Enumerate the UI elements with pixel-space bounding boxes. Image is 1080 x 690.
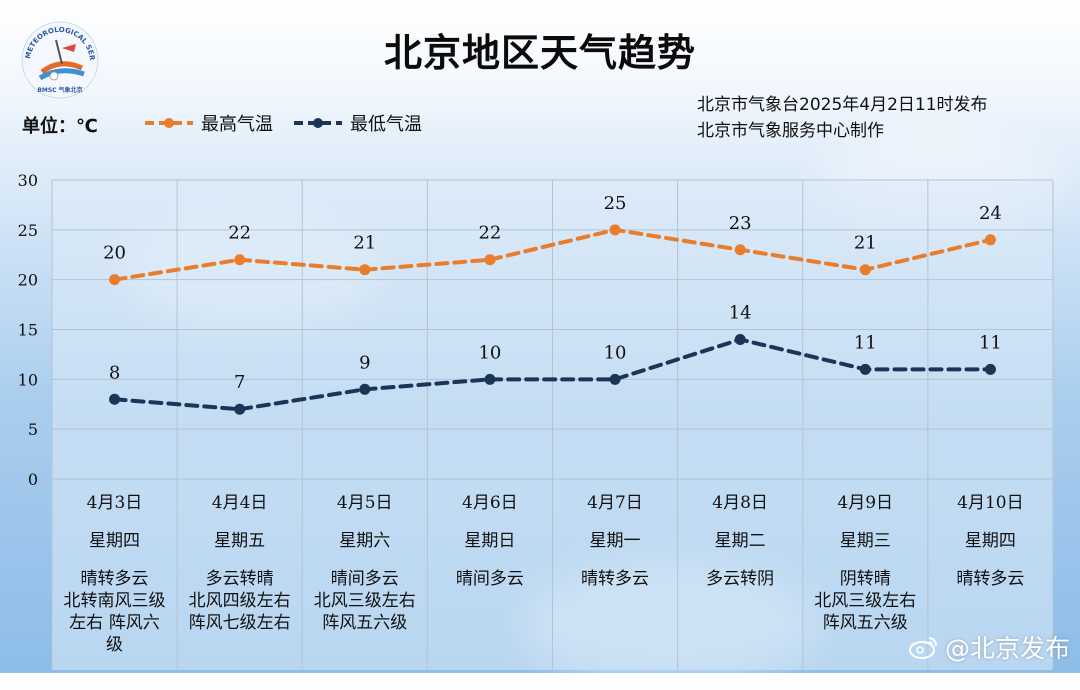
- issuer-info: 北京市气象台2025年4月2日11时发布 北京市气象服务中心制作: [697, 92, 988, 144]
- unit-label: 单位：℃: [22, 116, 98, 137]
- y-tick-label: 0: [28, 470, 38, 489]
- y-tick-label: 20: [18, 271, 38, 290]
- legend-high-swatch: [145, 118, 193, 128]
- high-value-label: 22: [228, 223, 251, 244]
- weather-condition: 晴转多云: [581, 569, 649, 589]
- low-point: [734, 333, 746, 345]
- high-value-label: 22: [478, 223, 501, 244]
- high-point: [359, 264, 371, 276]
- x-tick-weekday: 星期六: [339, 531, 391, 551]
- x-tick-date: 4月6日: [462, 493, 518, 513]
- x-tick-weekday: 星期一: [589, 531, 641, 551]
- low-value-label: 11: [979, 332, 1002, 353]
- weather-condition: 多云转阴: [706, 569, 775, 589]
- y-tick-label: 5: [28, 420, 38, 439]
- low-point: [359, 383, 371, 395]
- weather-condition: 晴间多云: [455, 569, 524, 589]
- x-tick-weekday: 星期二: [714, 531, 766, 551]
- low-point: [234, 403, 246, 415]
- high-point: [234, 254, 246, 266]
- high-point: [984, 234, 996, 246]
- high-value-label: 24: [979, 203, 1002, 224]
- weather-condition: 阴转晴 北风三级左右 阵风五六级: [814, 569, 917, 633]
- x-tick-date: 4月5日: [336, 493, 393, 513]
- x-tick-date: 4月9日: [837, 493, 894, 513]
- weather-condition: 晴转多云 北转南风三级 左右 阵风六级: [63, 569, 166, 655]
- high-point: [484, 254, 496, 266]
- x-tick-weekday: 星期五: [214, 531, 266, 551]
- low-value-label: 11: [854, 332, 877, 353]
- high-point: [859, 264, 871, 276]
- x-tick-date: 4月4日: [211, 493, 268, 513]
- meteorological-service-logo: METEOROLOGICAL SERVICE BMSC 气象北京: [16, 18, 99, 99]
- legend-high-label: 最高气温: [201, 114, 273, 135]
- high-value-label: 25: [604, 193, 627, 214]
- x-tick-date: 4月7日: [587, 493, 643, 513]
- y-tick-label: 15: [18, 321, 38, 340]
- x-tick-weekday: 星期四: [964, 531, 1016, 551]
- low-value-label: 7: [234, 372, 245, 393]
- low-value-label: 9: [359, 352, 370, 373]
- series-low-line: [112, 337, 993, 412]
- low-value-label: 14: [729, 302, 752, 323]
- low-point: [109, 393, 121, 405]
- low-point: [859, 363, 871, 375]
- high-value-label: 23: [729, 213, 752, 234]
- high-value-label: 21: [854, 233, 877, 254]
- weather-condition: 晴间多云 北风三级左右 阵风五六级: [313, 569, 416, 633]
- high-value-label: 21: [353, 233, 376, 254]
- low-point: [484, 373, 496, 385]
- legend-high: 最高气温: [143, 110, 273, 136]
- high-point: [609, 224, 621, 236]
- issuer-line-1: 北京市气象台2025年4月2日11时发布: [697, 95, 988, 115]
- issuer-line-2: 北京市气象服务中心制作: [697, 121, 884, 141]
- x-tick-weekday: 星期四: [89, 531, 140, 551]
- x-tick-date: 4月10日: [957, 493, 1024, 513]
- x-tick-weekday: 星期三: [839, 531, 891, 551]
- watermark-text: @北京发布: [944, 634, 1070, 663]
- page-title: 北京地区天气趋势: [383, 31, 696, 75]
- low-value-label: 10: [478, 342, 501, 363]
- low-value-label: 8: [109, 362, 120, 383]
- x-tick-weekday: 星期日: [464, 531, 516, 551]
- temperature-chart: 0 5 10 15 20 25 30 20 22 21 22 25 23 21 24 8 7 9 10 10 14 11 1…: [18, 171, 1054, 670]
- high-value-label: 20: [103, 243, 126, 264]
- low-point: [609, 373, 621, 385]
- y-tick-label: 25: [18, 221, 38, 240]
- high-point: [109, 274, 121, 286]
- weather-condition: 多云转晴 北风四级左右 阵风七级左右: [188, 569, 291, 633]
- y-tick-label: 10: [18, 370, 38, 389]
- weibo-icon: [908, 637, 937, 659]
- high-point: [734, 244, 746, 256]
- weather-condition: 晴转多云: [956, 569, 1025, 589]
- logo-bottom-text: BMSC 气象北京: [37, 86, 82, 94]
- x-tick-date: 4月3日: [86, 493, 143, 513]
- legend-low: 最低气温: [292, 110, 422, 136]
- legend-low-swatch: [294, 118, 342, 128]
- legend-low-label: 最低气温: [350, 114, 422, 135]
- low-value-label: 10: [604, 342, 627, 363]
- y-tick-label: 30: [18, 171, 38, 190]
- low-point: [984, 363, 996, 375]
- x-tick-date: 4月8日: [712, 493, 768, 513]
- weibo-watermark: @北京发布: [908, 629, 1070, 665]
- series-high-line: [112, 227, 993, 282]
